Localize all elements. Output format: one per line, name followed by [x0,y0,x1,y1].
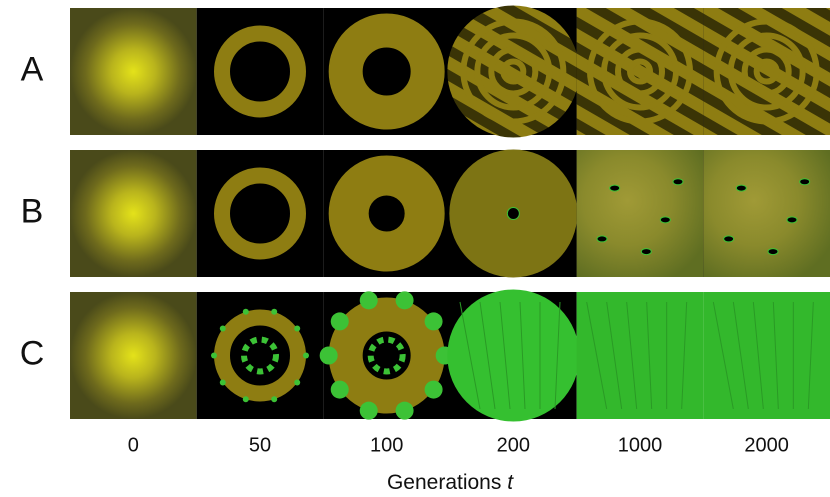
spot [610,185,620,191]
green-dot [320,347,338,365]
simulation-image [703,292,830,419]
green-dot [294,380,300,386]
column-label: 200 [497,434,530,456]
cell-bg [70,8,197,135]
spot [768,249,778,255]
green-dot [425,312,443,330]
cell-bg [577,150,704,277]
simulation-image [449,150,577,278]
green-dot [211,353,217,359]
cell-bg [70,292,197,419]
simulation-image [70,150,197,277]
simulation-image [447,290,579,422]
simulation-image [577,150,704,277]
column-label: 0 [128,434,139,456]
cell-bg [70,150,197,277]
column-label: 50 [249,434,271,456]
figure: Generations t A B C 0 50 100 200 1000 2000 [0,0,830,497]
column-label: 2000 [744,434,789,456]
spot [787,217,797,223]
simulation-image [447,6,579,138]
simulation-image [197,150,324,277]
stripes [703,8,830,135]
green-dot [331,312,349,330]
green-dot [220,325,226,331]
green-dot [271,396,277,402]
row-label: B [21,192,44,230]
simulation-image [323,8,450,135]
simulation-image [703,8,830,135]
green-dot [243,396,249,402]
simulation-image [577,292,704,419]
simulation-image [197,292,324,419]
x-axis-variable: t [507,471,514,494]
simulation-image [323,150,450,277]
spot [736,185,746,191]
green-dot [360,291,378,309]
green-dot [303,353,309,359]
simulation-image [320,291,454,419]
green-dot [396,402,414,420]
green-dot [425,381,443,399]
column-label: 1000 [618,434,663,456]
column-label: 100 [370,434,403,456]
green-dot [294,325,300,331]
spot [724,236,734,242]
spot [673,179,683,185]
simulation-image [70,8,197,135]
simulation-image [70,292,197,419]
row-label: A [21,50,44,88]
simulation-image [703,150,830,277]
cell-bg [703,150,830,277]
spot [597,236,607,242]
row-label: C [20,334,45,372]
spot [660,217,670,223]
x-axis-label-text: Generations [387,471,501,494]
stripes [447,6,579,138]
hole [507,208,519,220]
green-dot [220,380,226,386]
green-dot [360,402,378,420]
simulation-image [577,8,704,135]
x-axis-label: Generations t [387,471,514,494]
stripes [577,8,704,135]
green-dot [396,291,414,309]
spot [800,179,810,185]
green-dot [243,309,249,315]
spot [641,249,651,255]
green-dot [271,309,277,315]
green-dot [331,381,349,399]
simulation-image [197,8,324,135]
